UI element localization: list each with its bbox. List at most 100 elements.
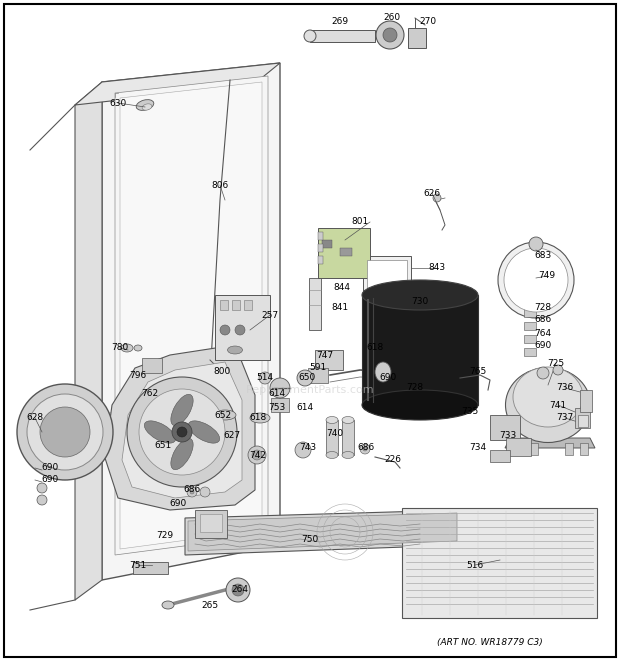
Text: 841: 841 — [332, 303, 348, 313]
Bar — [362, 295, 478, 405]
Circle shape — [27, 394, 103, 470]
Bar — [200, 514, 222, 532]
Text: 725: 725 — [547, 358, 565, 368]
Circle shape — [127, 377, 237, 487]
Bar — [220, 300, 228, 310]
Circle shape — [504, 248, 568, 312]
Bar — [363, 256, 411, 318]
Text: 614: 614 — [268, 389, 286, 397]
Bar — [318, 256, 323, 264]
Ellipse shape — [121, 344, 133, 352]
Text: 750: 750 — [301, 535, 319, 545]
Circle shape — [376, 21, 404, 49]
Text: 686: 686 — [357, 444, 374, 453]
Circle shape — [40, 407, 90, 457]
Text: 740: 740 — [327, 428, 343, 438]
Ellipse shape — [228, 346, 242, 354]
Bar — [318, 232, 323, 240]
Circle shape — [295, 442, 311, 458]
Text: 686: 686 — [184, 485, 201, 494]
Bar — [318, 244, 323, 252]
Bar — [524, 335, 536, 343]
Text: 626: 626 — [423, 188, 441, 198]
Ellipse shape — [505, 368, 590, 442]
Bar — [244, 300, 252, 310]
Text: 269: 269 — [332, 17, 348, 26]
Polygon shape — [105, 345, 255, 510]
Text: 736: 736 — [556, 383, 574, 393]
Text: 733: 733 — [499, 430, 516, 440]
Bar — [232, 300, 240, 310]
Text: 735: 735 — [461, 407, 479, 416]
Text: 627: 627 — [223, 430, 241, 440]
Circle shape — [235, 325, 245, 335]
Text: 743: 743 — [299, 444, 317, 453]
Text: 652: 652 — [215, 410, 231, 420]
Bar — [565, 443, 573, 455]
Circle shape — [220, 325, 230, 335]
Bar — [322, 240, 332, 248]
Text: 690: 690 — [379, 373, 397, 383]
Circle shape — [259, 372, 271, 384]
Bar — [315, 350, 343, 370]
Bar — [63, 412, 175, 454]
Bar — [524, 309, 536, 317]
Text: 264: 264 — [231, 586, 249, 594]
Circle shape — [383, 28, 397, 42]
Ellipse shape — [136, 100, 154, 110]
Ellipse shape — [362, 280, 478, 310]
Ellipse shape — [326, 451, 338, 459]
Ellipse shape — [144, 421, 175, 443]
Text: 751: 751 — [130, 561, 146, 570]
Circle shape — [297, 370, 313, 386]
Bar — [309, 278, 321, 330]
Text: 762: 762 — [141, 389, 159, 397]
Text: ReplacementParts.com: ReplacementParts.com — [246, 385, 374, 395]
Text: 591: 591 — [309, 364, 327, 373]
Ellipse shape — [171, 395, 193, 426]
Text: 729: 729 — [156, 531, 174, 539]
Circle shape — [232, 584, 244, 596]
Text: 514: 514 — [257, 373, 273, 383]
Circle shape — [17, 384, 113, 480]
Bar — [578, 415, 588, 427]
Bar — [318, 228, 370, 278]
Bar — [408, 28, 426, 48]
Circle shape — [529, 237, 543, 251]
Polygon shape — [120, 82, 262, 549]
Text: 260: 260 — [383, 13, 401, 22]
Ellipse shape — [342, 451, 354, 459]
Text: 844: 844 — [334, 282, 350, 292]
Circle shape — [270, 378, 290, 398]
Text: 734: 734 — [469, 444, 487, 453]
Circle shape — [37, 483, 47, 493]
Ellipse shape — [513, 367, 583, 427]
Bar — [310, 30, 375, 42]
Bar — [340, 248, 352, 256]
Ellipse shape — [250, 413, 270, 423]
Text: 628: 628 — [27, 414, 43, 422]
Text: 764: 764 — [534, 329, 552, 338]
Text: 516: 516 — [466, 561, 484, 570]
Bar — [142, 358, 162, 373]
Polygon shape — [188, 513, 457, 551]
Text: 690: 690 — [42, 463, 59, 473]
Circle shape — [200, 487, 210, 497]
Circle shape — [252, 450, 262, 460]
Ellipse shape — [142, 104, 152, 110]
Bar — [512, 443, 520, 455]
Text: 683: 683 — [534, 251, 552, 260]
Bar — [490, 415, 520, 440]
Circle shape — [139, 389, 225, 475]
Circle shape — [498, 242, 574, 318]
Text: 843: 843 — [428, 264, 446, 272]
Polygon shape — [185, 510, 460, 555]
Bar — [524, 322, 536, 330]
Circle shape — [248, 446, 266, 464]
Text: 226: 226 — [384, 455, 402, 465]
Ellipse shape — [188, 421, 219, 443]
Ellipse shape — [134, 345, 142, 351]
Bar — [133, 562, 168, 574]
Circle shape — [553, 365, 563, 375]
Text: 257: 257 — [262, 311, 278, 319]
